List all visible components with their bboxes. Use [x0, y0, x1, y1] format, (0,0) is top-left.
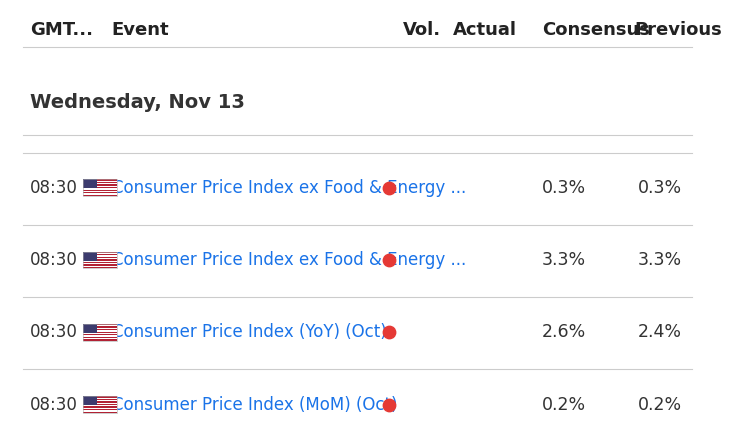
FancyBboxPatch shape [84, 400, 118, 401]
FancyBboxPatch shape [84, 396, 97, 405]
FancyBboxPatch shape [84, 262, 118, 263]
Text: 0.2%: 0.2% [638, 396, 682, 414]
FancyBboxPatch shape [84, 180, 118, 182]
FancyBboxPatch shape [84, 187, 118, 188]
FancyBboxPatch shape [84, 192, 118, 194]
FancyBboxPatch shape [84, 184, 118, 186]
Point [384, 184, 395, 191]
FancyBboxPatch shape [84, 255, 118, 257]
FancyBboxPatch shape [84, 263, 118, 265]
FancyBboxPatch shape [84, 329, 118, 330]
Text: 08:30: 08:30 [30, 251, 78, 269]
FancyBboxPatch shape [84, 401, 118, 403]
FancyBboxPatch shape [84, 409, 118, 410]
FancyBboxPatch shape [84, 179, 97, 188]
Text: 0.2%: 0.2% [542, 396, 586, 414]
FancyBboxPatch shape [84, 179, 118, 180]
FancyBboxPatch shape [84, 253, 118, 254]
FancyBboxPatch shape [84, 266, 118, 267]
FancyBboxPatch shape [84, 333, 118, 334]
FancyBboxPatch shape [84, 324, 97, 333]
Text: Consumer Price Index (YoY) (Oct): Consumer Price Index (YoY) (Oct) [112, 323, 386, 341]
FancyBboxPatch shape [84, 252, 97, 261]
FancyBboxPatch shape [84, 397, 118, 399]
FancyBboxPatch shape [84, 265, 118, 266]
FancyBboxPatch shape [84, 194, 118, 196]
FancyBboxPatch shape [84, 403, 118, 404]
FancyBboxPatch shape [84, 182, 118, 183]
FancyBboxPatch shape [84, 190, 118, 191]
FancyBboxPatch shape [84, 325, 118, 326]
FancyBboxPatch shape [84, 191, 118, 192]
FancyBboxPatch shape [84, 257, 118, 258]
Point [384, 256, 395, 263]
FancyBboxPatch shape [84, 261, 118, 262]
FancyBboxPatch shape [84, 186, 118, 187]
FancyBboxPatch shape [84, 334, 118, 336]
Point [384, 329, 395, 336]
FancyBboxPatch shape [84, 339, 118, 340]
FancyBboxPatch shape [84, 338, 118, 339]
FancyBboxPatch shape [84, 396, 118, 397]
FancyBboxPatch shape [84, 410, 118, 411]
FancyBboxPatch shape [84, 259, 118, 261]
FancyBboxPatch shape [84, 183, 118, 184]
FancyBboxPatch shape [84, 399, 118, 400]
Text: 2.6%: 2.6% [542, 323, 586, 341]
Text: Consensus: Consensus [542, 21, 650, 39]
Text: 08:30: 08:30 [30, 179, 78, 197]
Text: Consumer Price Index ex Food & Energy ...: Consumer Price Index ex Food & Energy ..… [112, 179, 466, 197]
Text: Consumer Price Index (MoM) (Oct): Consumer Price Index (MoM) (Oct) [112, 396, 397, 414]
Text: Actual: Actual [453, 21, 517, 39]
Text: 3.3%: 3.3% [542, 251, 586, 269]
Text: GMT...: GMT... [30, 21, 93, 39]
FancyBboxPatch shape [84, 188, 118, 190]
Text: Vol.: Vol. [403, 21, 441, 39]
FancyBboxPatch shape [84, 324, 118, 325]
Text: Event: Event [112, 21, 169, 39]
Text: 0.3%: 0.3% [542, 179, 586, 197]
Text: 08:30: 08:30 [30, 396, 78, 414]
FancyBboxPatch shape [84, 411, 118, 413]
FancyBboxPatch shape [84, 267, 118, 268]
FancyBboxPatch shape [84, 404, 118, 405]
Text: 3.3%: 3.3% [638, 251, 682, 269]
FancyBboxPatch shape [84, 407, 118, 408]
FancyBboxPatch shape [84, 258, 118, 259]
FancyBboxPatch shape [84, 332, 118, 333]
FancyBboxPatch shape [84, 336, 118, 337]
Text: 08:30: 08:30 [30, 323, 78, 341]
Text: 0.3%: 0.3% [638, 179, 682, 197]
FancyBboxPatch shape [84, 326, 118, 328]
FancyBboxPatch shape [84, 254, 118, 255]
FancyBboxPatch shape [84, 405, 118, 407]
FancyBboxPatch shape [84, 337, 118, 338]
Point [384, 401, 395, 408]
FancyBboxPatch shape [84, 330, 118, 332]
FancyBboxPatch shape [84, 328, 118, 329]
Text: Wednesday, Nov 13: Wednesday, Nov 13 [30, 93, 245, 112]
Text: 2.4%: 2.4% [638, 323, 682, 341]
Text: Consumer Price Index ex Food & Energy ...: Consumer Price Index ex Food & Energy ..… [112, 251, 466, 269]
FancyBboxPatch shape [84, 252, 118, 253]
Text: Previous: Previous [635, 21, 722, 39]
FancyBboxPatch shape [84, 408, 118, 409]
